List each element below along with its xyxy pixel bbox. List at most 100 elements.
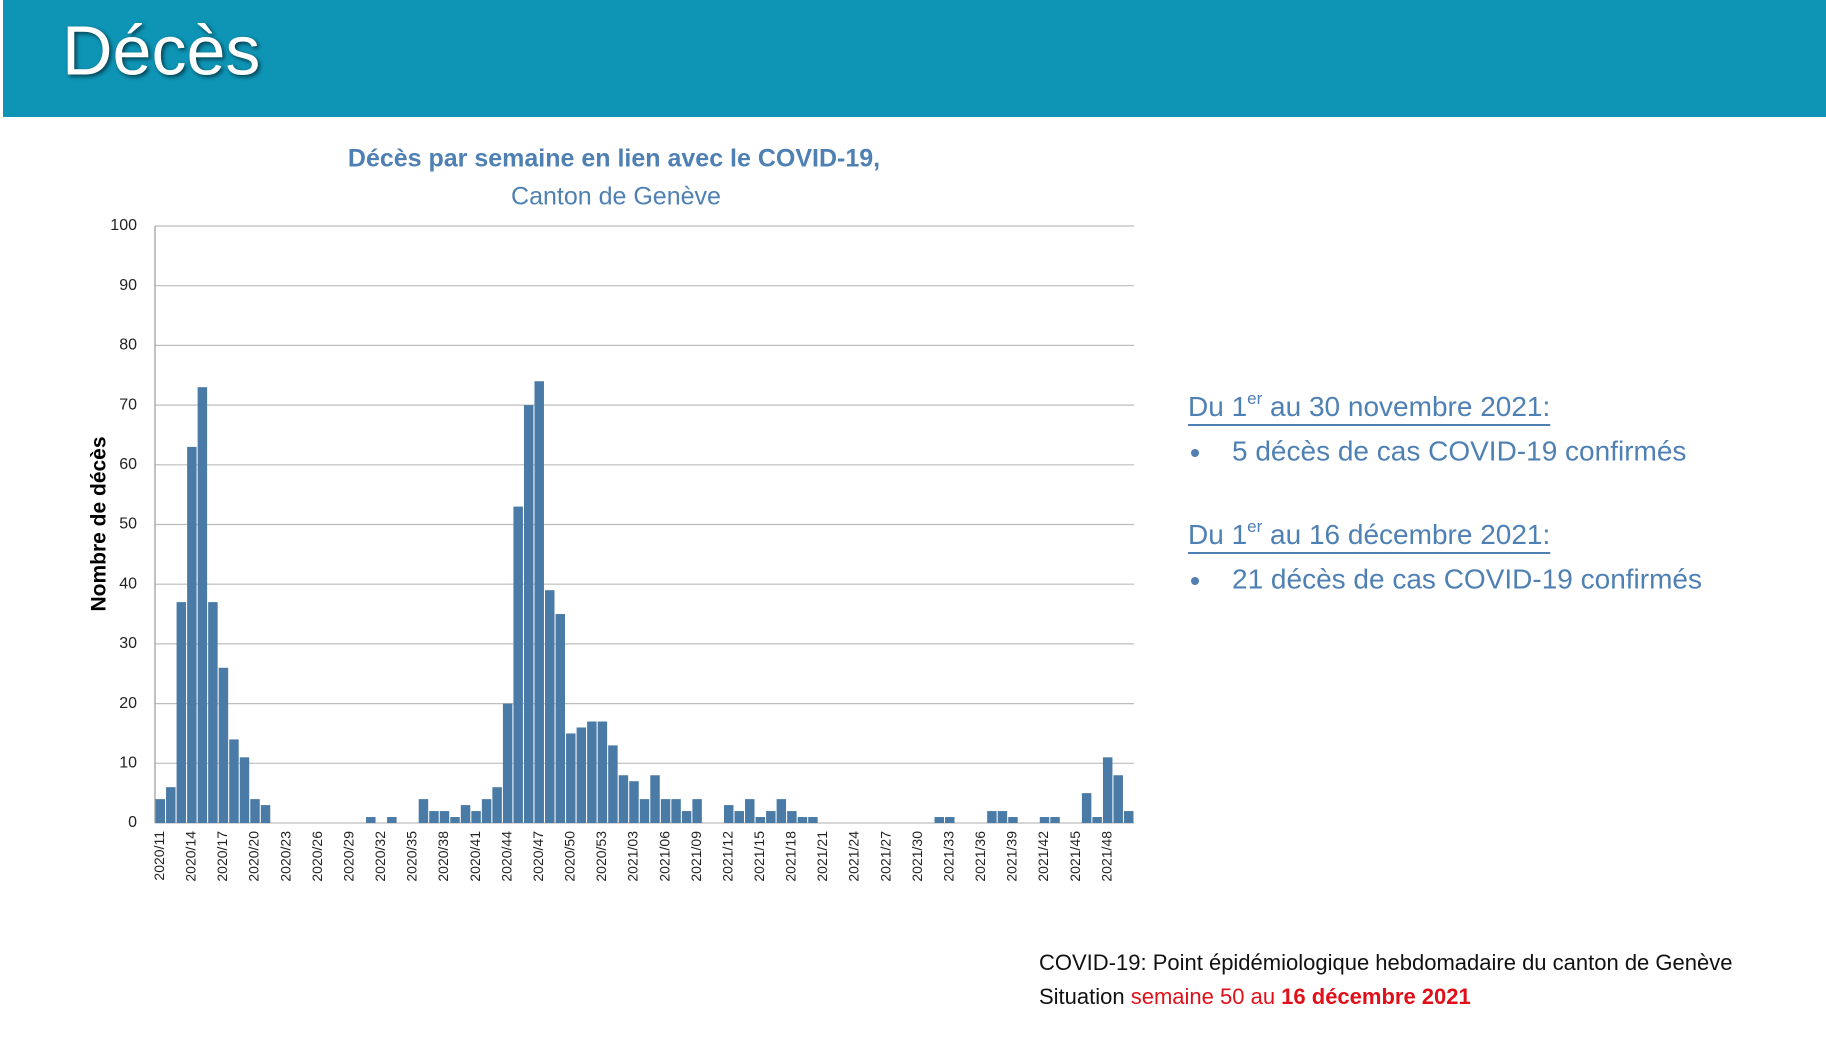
y-tick-label: 70 xyxy=(119,396,137,413)
bar xyxy=(618,775,629,823)
x-tick-label: 2020/41 xyxy=(467,831,483,882)
footer-line2: Situation semaine 50 au 16 décembre 2021 xyxy=(1039,984,1471,1009)
footer-prefix: Situation xyxy=(1039,984,1131,1009)
x-tick-label: 2021/03 xyxy=(625,831,641,882)
x-tick-label: 2021/24 xyxy=(846,831,862,882)
x-tick-label: 2021/36 xyxy=(972,831,988,882)
y-tick-label: 30 xyxy=(119,635,137,652)
bar xyxy=(1081,793,1092,823)
heading-rest: au 16 décembre 2021: xyxy=(1262,519,1550,550)
x-tick-label: 2021/48 xyxy=(1098,831,1114,882)
bar xyxy=(997,811,1008,823)
bar xyxy=(387,817,397,823)
bar xyxy=(439,811,450,823)
heading-prefix: Du 1 xyxy=(1188,391,1247,422)
x-tick-label: 2020/32 xyxy=(372,831,388,882)
bar xyxy=(260,805,271,823)
x-tick-label: 2020/50 xyxy=(562,831,578,882)
bar xyxy=(639,799,650,823)
bar xyxy=(734,811,744,823)
bar xyxy=(502,703,513,823)
bar xyxy=(471,811,481,823)
x-tick-label: 2020/11 xyxy=(151,831,167,881)
bar xyxy=(692,799,702,823)
bar xyxy=(239,757,250,823)
bar xyxy=(1102,757,1113,823)
bar xyxy=(429,811,439,823)
y-tick-label: 40 xyxy=(119,575,137,592)
y-tick-label: 90 xyxy=(119,277,137,294)
x-tick-label: 2021/18 xyxy=(783,831,799,882)
bar xyxy=(366,817,376,823)
x-tick-label: 2020/23 xyxy=(277,831,293,882)
bar xyxy=(755,817,766,823)
bar xyxy=(450,817,460,823)
chart-subtitle: Canton de Genève xyxy=(511,183,721,211)
x-tick-label: 2020/47 xyxy=(530,831,546,882)
heading-sup: er xyxy=(1247,389,1262,408)
bar xyxy=(608,745,618,823)
bullet-dot xyxy=(1191,449,1199,457)
bar xyxy=(534,381,544,823)
bar xyxy=(776,799,787,823)
x-tick-label: 2020/44 xyxy=(498,831,514,882)
bar xyxy=(766,811,776,823)
bar xyxy=(1039,817,1050,823)
x-tick-label: 2021/12 xyxy=(719,831,735,882)
bar xyxy=(187,446,197,823)
heading-prefix: Du 1 xyxy=(1188,519,1247,550)
x-tick-label: 2020/35 xyxy=(404,831,420,882)
bar xyxy=(987,811,997,823)
x-tick-label: 2021/21 xyxy=(814,831,830,882)
bar xyxy=(787,811,797,823)
x-tick-label: 2020/14 xyxy=(183,831,199,882)
x-tick-label: 2021/33 xyxy=(940,831,956,882)
x-tick-label: 2021/39 xyxy=(1004,831,1020,882)
bar xyxy=(597,721,608,823)
bar xyxy=(681,811,692,823)
bar xyxy=(460,805,471,823)
bar xyxy=(576,727,587,823)
y-axis-label: Nombre de décès xyxy=(88,436,111,611)
bar xyxy=(166,787,176,823)
bar xyxy=(660,799,671,823)
y-tick-label: 10 xyxy=(119,755,137,772)
heading-sup: er xyxy=(1247,517,1262,536)
bar xyxy=(492,787,502,823)
bar xyxy=(1113,775,1123,823)
y-tick-label: 60 xyxy=(119,456,137,473)
header-bar xyxy=(3,0,1826,117)
bar xyxy=(808,817,818,823)
y-tick-label: 80 xyxy=(119,337,137,354)
notes: Du 1er au 30 novembre 2021:5 décès de ca… xyxy=(1188,389,1702,594)
bar xyxy=(945,817,955,823)
x-tick-label: 2020/53 xyxy=(593,831,609,882)
bar xyxy=(481,799,492,823)
bar xyxy=(250,799,260,823)
bar xyxy=(650,775,660,823)
x-tick-label: 2021/45 xyxy=(1067,831,1083,882)
bar xyxy=(197,387,208,823)
x-tick-label: 2020/20 xyxy=(246,831,262,882)
bar xyxy=(155,799,166,823)
bar xyxy=(1092,817,1102,823)
bar xyxy=(229,739,239,823)
x-tick-label: 2021/27 xyxy=(877,831,893,882)
bar xyxy=(671,799,681,823)
x-tick-label: 2020/17 xyxy=(214,831,230,882)
x-tick-label: 2020/38 xyxy=(435,831,451,882)
y-tick-label: 0 xyxy=(128,814,137,831)
x-tick-label: 2021/09 xyxy=(688,831,704,882)
bar xyxy=(513,506,523,823)
bar xyxy=(723,805,734,823)
bullet-dot xyxy=(1191,577,1199,585)
x-tick-label: 2020/29 xyxy=(340,831,356,882)
y-tick-label: 100 xyxy=(110,217,137,234)
note-bullet: 21 décès de cas COVID-19 confirmés xyxy=(1232,563,1702,594)
bar xyxy=(629,781,639,823)
note-bullet: 5 décès de cas COVID-19 confirmés xyxy=(1232,435,1686,466)
x-tick-label: 2021/15 xyxy=(751,831,767,882)
bar xyxy=(1008,817,1018,823)
